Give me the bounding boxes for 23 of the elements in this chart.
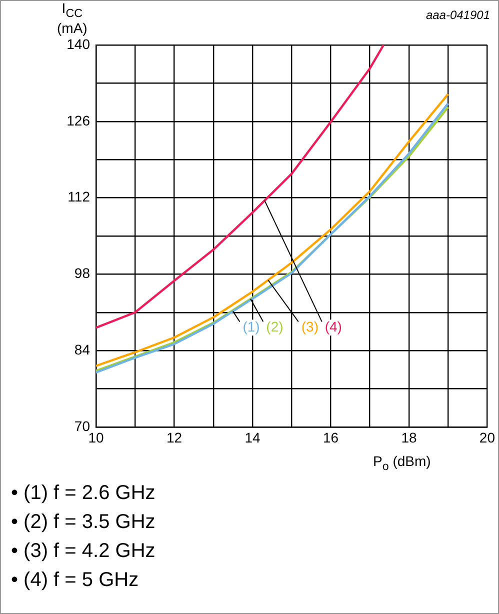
x-axis-title: P$_{o}$ (dBm)	[373, 453, 431, 475]
x-tick-label: 12	[166, 429, 182, 446]
text: • (1) f = 2.6 GHz	[11, 481, 156, 506]
y-tick-label: 70	[74, 418, 90, 434]
text: aaa-041901	[426, 7, 490, 23]
text: (3)	[301, 318, 319, 335]
y-axis-title: I$_{CC}$ (mA)	[57, 0, 88, 36]
text: • (4) f = 5 GHz	[11, 568, 140, 593]
series-label: (2)	[266, 318, 284, 335]
x-tick-label: 14	[244, 429, 260, 446]
series-label: (1)	[242, 318, 260, 335]
y-tick-label: 126	[66, 112, 90, 128]
text: • (3) f = 4.2 GHz	[11, 539, 156, 564]
text: • (2) f = 3.5 GHz	[11, 510, 156, 535]
x-tick-label: 16	[322, 429, 339, 446]
y-tick-label: 112	[68, 188, 90, 205]
y-tick-label: 140	[66, 36, 90, 52]
y-tick-label: 98	[74, 265, 90, 282]
x-tick-label: 20	[479, 429, 496, 446]
x-tick-label: 18	[401, 429, 417, 446]
text: (4)	[324, 318, 342, 335]
y-tick-label: 84	[74, 341, 90, 358]
x-tick-label: 10	[88, 429, 104, 446]
